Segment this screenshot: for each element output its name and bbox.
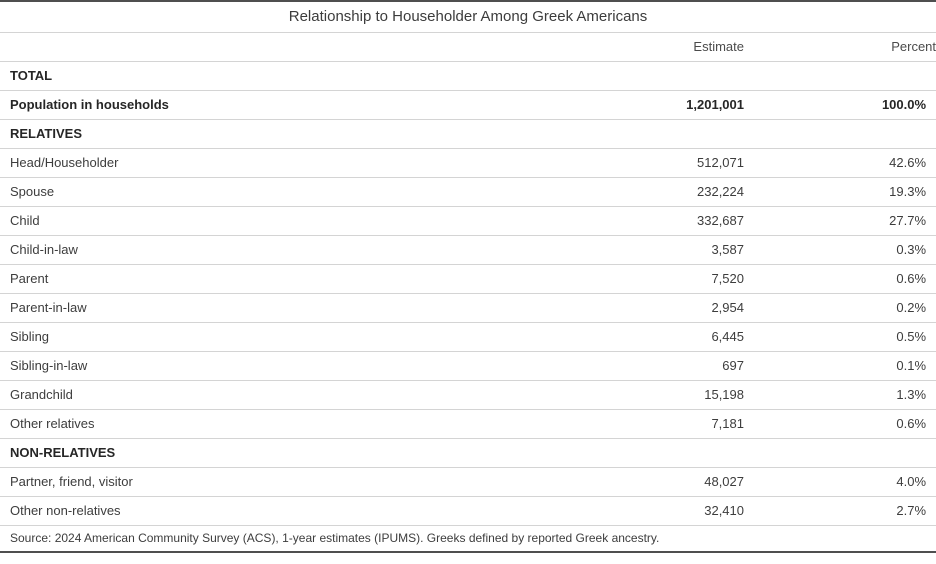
- estimate-cell: 232,224: [552, 177, 744, 207]
- percent-cell: 0.2%: [744, 293, 936, 323]
- table-row-sibling-in-law: Sibling-in-law 697 0.1%: [0, 351, 936, 381]
- row-label: Spouse: [0, 177, 552, 207]
- table-title: Relationship to Householder Among Greek …: [0, 1, 936, 33]
- table-row-parent: Parent 7,520 0.6%: [0, 264, 936, 294]
- table-row-head-householder: Head/Householder 512,071 42.6%: [0, 148, 936, 178]
- row-label: Parent: [0, 264, 552, 294]
- percent-cell: 0.6%: [744, 409, 936, 439]
- estimate-cell: 7,520: [552, 264, 744, 294]
- estimate-cell: [552, 61, 744, 91]
- column-header-row: Estimate Percent: [0, 32, 936, 62]
- estimate-cell: 512,071: [552, 148, 744, 178]
- estimate-cell: 48,027: [552, 467, 744, 497]
- row-label: Child-in-law: [0, 235, 552, 265]
- table-row-parent-in-law: Parent-in-law 2,954 0.2%: [0, 293, 936, 323]
- estimate-cell: 1,201,001: [552, 90, 744, 120]
- source-note: Source: 2024 American Community Survey (…: [0, 525, 936, 553]
- percent-cell: 4.0%: [744, 467, 936, 497]
- percent-cell: 19.3%: [744, 177, 936, 207]
- percent-column-header: Percent: [744, 32, 936, 62]
- row-label: Head/Householder: [0, 148, 552, 178]
- row-label: Grandchild: [0, 380, 552, 410]
- table-row-child-in-law: Child-in-law 3,587 0.3%: [0, 235, 936, 265]
- table-row-other-relatives: Other relatives 7,181 0.6%: [0, 409, 936, 439]
- percent-cell: [744, 119, 936, 149]
- percent-cell: 0.1%: [744, 351, 936, 381]
- table-row-grandchild: Grandchild 15,198 1.3%: [0, 380, 936, 410]
- percent-cell: [744, 438, 936, 468]
- percent-cell: 2.7%: [744, 496, 936, 526]
- section-row-relatives: RELATIVES: [0, 119, 936, 149]
- percent-cell: 1.3%: [744, 380, 936, 410]
- row-label: Partner, friend, visitor: [0, 467, 552, 497]
- percent-cell: 0.3%: [744, 235, 936, 265]
- table-row-sibling: Sibling 6,445 0.5%: [0, 322, 936, 352]
- estimate-cell: 2,954: [552, 293, 744, 323]
- source-note-row: Source: 2024 American Community Survey (…: [0, 525, 936, 553]
- table-row-other-non-relatives: Other non-relatives 32,410 2.7%: [0, 496, 936, 526]
- estimate-cell: 32,410: [552, 496, 744, 526]
- estimate-cell: 697: [552, 351, 744, 381]
- table-row-child: Child 332,687 27.7%: [0, 206, 936, 236]
- table-title-row: Relationship to Householder Among Greek …: [0, 1, 936, 33]
- row-label: Sibling: [0, 322, 552, 352]
- estimate-column-header: Estimate: [552, 32, 744, 62]
- table-row-population-in-households: Population in households 1,201,001 100.0…: [0, 90, 936, 120]
- row-label: Population in households: [0, 90, 552, 120]
- estimate-cell: 7,181: [552, 409, 744, 439]
- estimate-cell: 6,445: [552, 322, 744, 352]
- estimate-cell: 3,587: [552, 235, 744, 265]
- label-column-header: [0, 32, 552, 62]
- estimate-cell: [552, 438, 744, 468]
- percent-cell: 42.6%: [744, 148, 936, 178]
- percent-cell: 0.5%: [744, 322, 936, 352]
- percent-cell: 27.7%: [744, 206, 936, 236]
- table-row-partner-friend-visitor: Partner, friend, visitor 48,027 4.0%: [0, 467, 936, 497]
- section-label: RELATIVES: [0, 119, 552, 149]
- percent-cell: 0.6%: [744, 264, 936, 294]
- section-row-total: TOTAL: [0, 61, 936, 91]
- row-label: Sibling-in-law: [0, 351, 552, 381]
- section-label: NON-RELATIVES: [0, 438, 552, 468]
- row-label: Other non-relatives: [0, 496, 552, 526]
- table-row-spouse: Spouse 232,224 19.3%: [0, 177, 936, 207]
- section-row-non-relatives: NON-RELATIVES: [0, 438, 936, 468]
- percent-cell: 100.0%: [744, 90, 936, 120]
- estimate-cell: 332,687: [552, 206, 744, 236]
- section-label: TOTAL: [0, 61, 552, 91]
- estimate-cell: 15,198: [552, 380, 744, 410]
- row-label: Parent-in-law: [0, 293, 552, 323]
- percent-cell: [744, 61, 936, 91]
- row-label: Other relatives: [0, 409, 552, 439]
- estimate-cell: [552, 119, 744, 149]
- row-label: Child: [0, 206, 552, 236]
